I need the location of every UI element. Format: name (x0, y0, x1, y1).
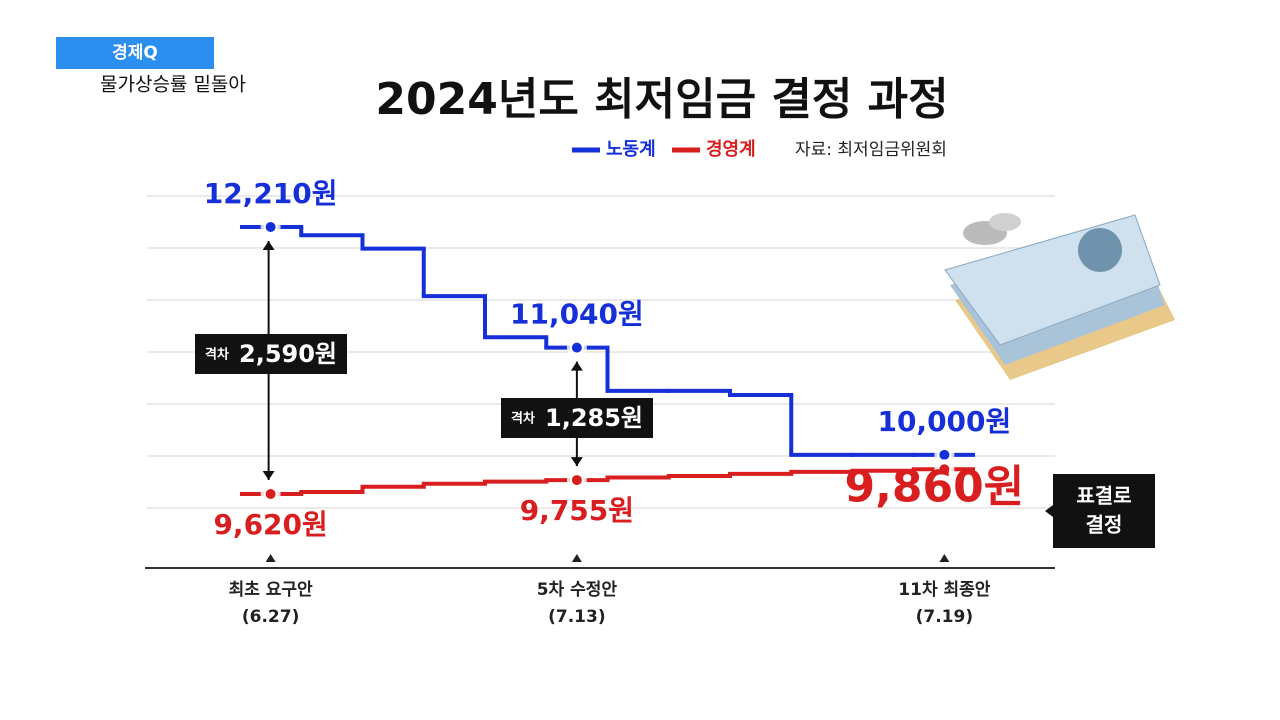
data-label: 9,860원 (845, 461, 1025, 512)
x-marker (265, 554, 276, 562)
gap-prefix: 격차 (511, 411, 535, 427)
x-marker (571, 554, 582, 562)
legend-label: 노동계 (606, 139, 656, 160)
subtitle: 물가상승률 밑돌아 (100, 74, 246, 96)
point (569, 473, 584, 488)
gap-label: 2,590원 (239, 340, 337, 368)
note-text: 결정 (1086, 513, 1123, 537)
point (569, 340, 584, 355)
point (263, 487, 278, 501)
gap-label: 1,285원 (545, 404, 643, 432)
brand: 경제Q (112, 43, 158, 63)
x-tick-date: (7.19) (916, 607, 973, 627)
point (937, 462, 952, 477)
x-marker (939, 554, 950, 562)
note-text: 표결로 (1076, 484, 1131, 508)
x-tick-date: (7.13) (548, 607, 605, 627)
legend-label: 경영계 (706, 139, 756, 160)
data-label: 10,000원 (877, 405, 1011, 438)
gap-box (501, 398, 653, 438)
data-label: 11,040원 (510, 298, 644, 331)
x-tick-label: 11차 최종안 (898, 580, 990, 600)
gap-prefix: 격차 (205, 347, 229, 363)
gap-box (195, 334, 347, 374)
point (937, 447, 952, 462)
x-tick-label: 5차 수정안 (537, 580, 618, 600)
x-tick-date: (6.27) (242, 607, 299, 627)
arrow-head (570, 457, 583, 467)
point (263, 220, 278, 234)
data-label: 9,620원 (213, 508, 327, 541)
x-tick-label: 최초 요구안 (229, 580, 313, 600)
note-pointer (1045, 505, 1053, 517)
arrow-head (262, 471, 275, 480)
source: 자료: 최저임금위원회 (795, 140, 947, 160)
arrow-head (570, 361, 583, 371)
brand-bar (56, 37, 214, 69)
arrow-head (262, 241, 275, 250)
data-label: 9,755원 (520, 494, 634, 527)
money-illustration (944, 213, 1175, 380)
data-label: 12,210원 (204, 177, 338, 210)
note-box (1053, 474, 1155, 548)
chart-title: 2024년도 최저임금 결정 과정 (375, 74, 948, 125)
